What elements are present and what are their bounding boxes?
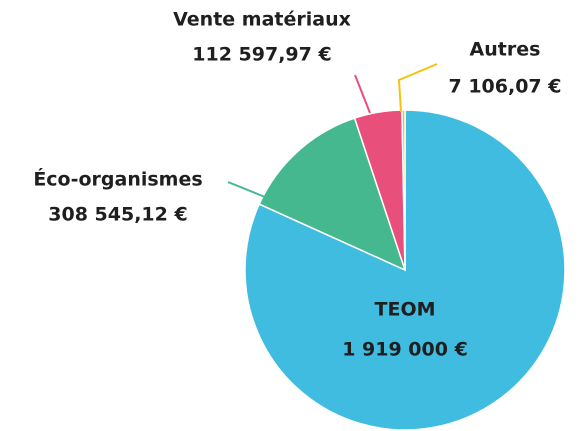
leader-line xyxy=(397,63,438,113)
slice-label: TEOM xyxy=(375,299,436,321)
slice-label: Vente matériaux xyxy=(173,9,351,31)
slice-label: Éco-organismes xyxy=(33,168,202,191)
leader-line xyxy=(354,74,371,114)
slice-label: Autres xyxy=(470,39,541,61)
pie-slice xyxy=(401,109,406,271)
value-label: 308 545,12 € xyxy=(48,204,187,226)
value-label: 7 106,07 € xyxy=(449,76,562,98)
leader-line xyxy=(227,181,266,198)
value-label: 1 919 000 € xyxy=(342,339,468,361)
value-label: 112 597,97 € xyxy=(192,44,331,66)
